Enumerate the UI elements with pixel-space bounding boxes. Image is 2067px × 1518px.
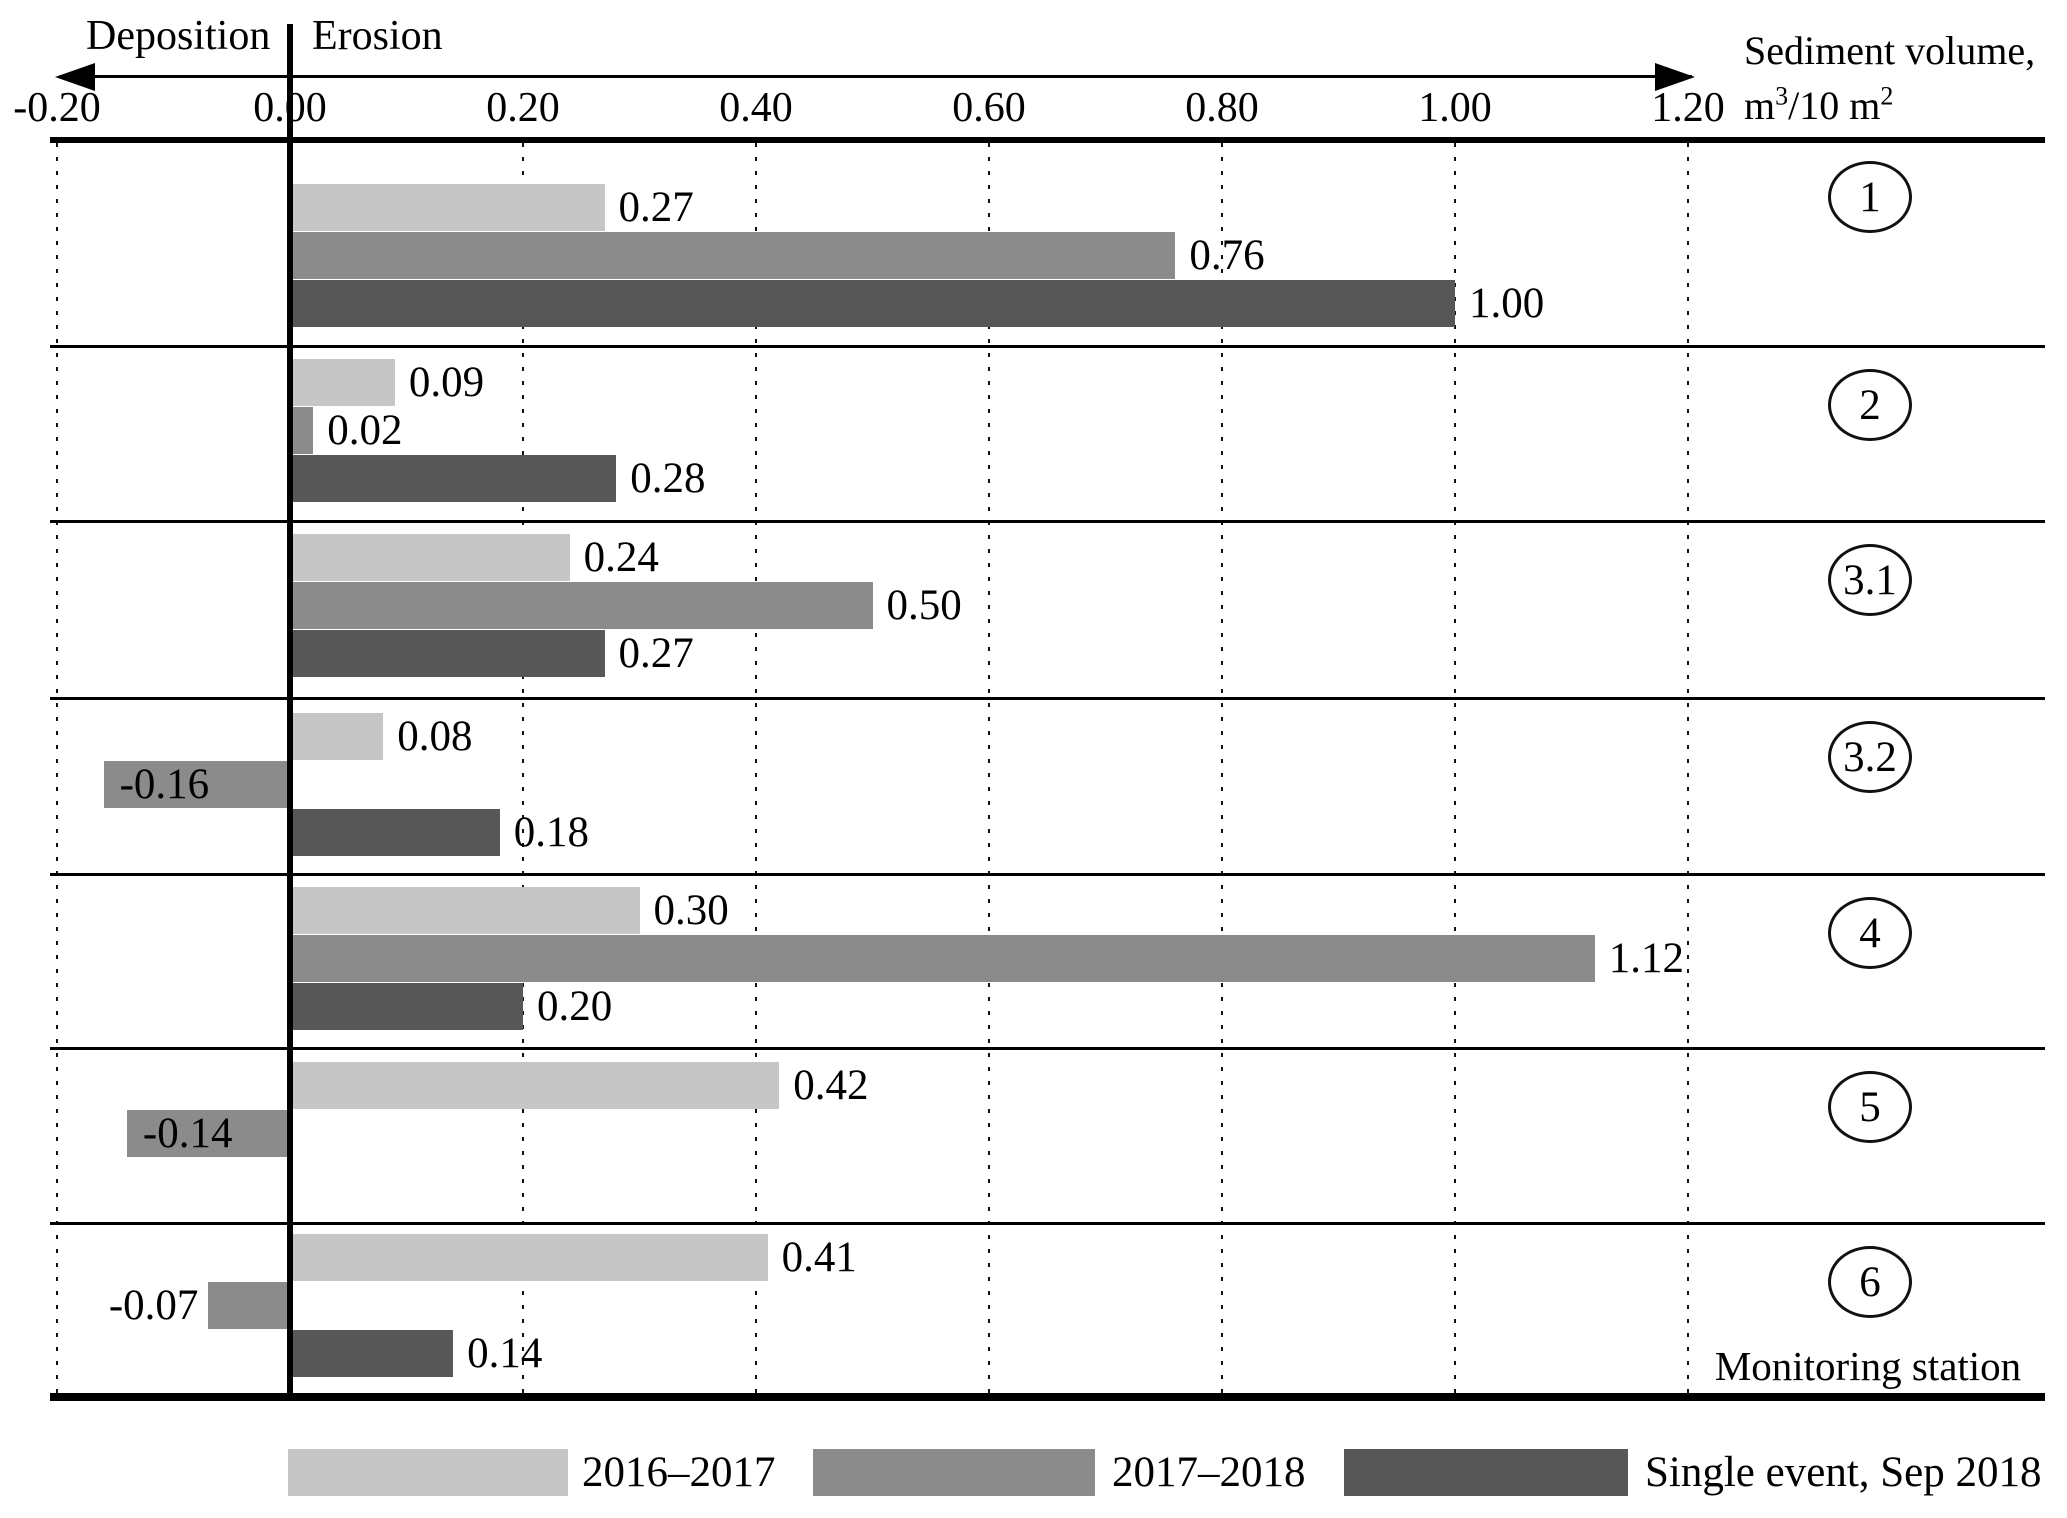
monitoring-station-label: Monitoring station: [1714, 1343, 2022, 1389]
bar-station-6-series-1: [208, 1282, 290, 1329]
axis-unit-line1: Sediment volume,: [1744, 28, 2036, 73]
bar-station-1-series-2: [290, 280, 1455, 327]
axis-unit-line2: m3/10 m2: [1744, 82, 1894, 129]
station-separator: [50, 520, 2045, 523]
bar-station-4-series-1: [290, 935, 1595, 982]
legend-label-3: Single event, Sep 2018: [1645, 1449, 2042, 1496]
bar-value-label: 0.27: [618, 630, 694, 677]
plot-bottom-border: [50, 1393, 2045, 1401]
x-tick-label: -0.20: [13, 85, 101, 131]
bar-station-3.1-series-0: [290, 534, 570, 581]
erosion-axis-label: Erosion: [312, 13, 443, 59]
bar-value-label: 1.12: [1608, 935, 1685, 982]
station-circle-3.1: 3.1: [1828, 544, 1912, 616]
gridline-0.8: [1221, 143, 1223, 1393]
station-separator: [50, 1047, 2045, 1050]
bar-value-label: 0.14: [467, 1330, 543, 1377]
arrow-right-icon: [1655, 63, 1695, 91]
legend-label-2: 2017–2018: [1112, 1449, 1306, 1496]
legend-swatch-2017-2018: [813, 1449, 1095, 1496]
bar-value-label: 0.41: [781, 1234, 857, 1281]
bar-station-2-series-0: [290, 359, 395, 406]
bar-value-label: 0.09: [408, 359, 485, 406]
bar-station-6-series-0: [290, 1234, 768, 1281]
gridline--0.2: [56, 143, 58, 1393]
gridline-0.4: [755, 143, 757, 1393]
gridline-0.2: [522, 143, 524, 1393]
bar-station-4-series-2: [290, 983, 523, 1030]
bar-value-label: 0.50: [886, 582, 962, 629]
axis-unit-label: Sediment volume, m3/10 m2: [1744, 28, 2035, 129]
bar-value-label: -0.16: [119, 761, 210, 808]
station-separator: [50, 697, 2045, 700]
bar-value-label: 0.08: [397, 713, 473, 760]
deposition-axis-label: Deposition: [86, 13, 271, 59]
bar-value-label: 0.27: [618, 184, 694, 231]
station-circle-2: 2: [1828, 369, 1912, 441]
bar-station-3.1-series-1: [290, 582, 873, 629]
bar-station-3.1-series-2: [290, 630, 605, 677]
bar-value-label: 0.42: [793, 1062, 869, 1109]
bar-station-3.2-series-2: [290, 809, 500, 856]
legend-swatch-single-event-sep-2018: [1344, 1449, 1628, 1496]
x-tick-label: 0.20: [486, 85, 560, 131]
bar-value-label: 1.00: [1469, 280, 1545, 327]
bar-station-1-series-1: [290, 232, 1176, 279]
station-separator: [50, 345, 2045, 348]
station-separator: [50, 873, 2045, 876]
station-circle-1: 1: [1828, 161, 1912, 233]
bar-value-label: 0.18: [513, 809, 589, 856]
bar-station-6-series-2: [290, 1330, 454, 1377]
zero-axis-line: [287, 24, 293, 1401]
x-axis-line: [60, 75, 1692, 78]
station-separator: [50, 1222, 2045, 1225]
legend-swatch-2016-2017: [288, 1449, 568, 1496]
bar-value-label: 0.24: [583, 534, 659, 581]
bar-value-label: 0.76: [1189, 232, 1265, 279]
bar-station-2-series-2: [290, 455, 617, 502]
plot-top-border: [50, 137, 2045, 143]
x-tick-label: 0.40: [719, 85, 793, 131]
x-tick-label: 1.00: [1418, 85, 1492, 131]
gridline-1: [1454, 143, 1456, 1393]
bar-value-label: -0.07: [108, 1282, 199, 1329]
station-circle-3.2: 3.2: [1828, 721, 1912, 793]
bar-station-5-series-0: [290, 1062, 780, 1109]
x-tick-label: 1.20: [1651, 85, 1725, 131]
x-tick-label: 0.60: [952, 85, 1026, 131]
bar-value-label: 0.02: [327, 407, 403, 454]
bar-value-label: -0.14: [142, 1110, 233, 1157]
legend-label-1: 2016–2017: [582, 1449, 776, 1496]
arrow-left-icon: [55, 63, 95, 91]
bar-station-5-series-1: [126, 1110, 290, 1157]
gridline-1.2: [1687, 143, 1689, 1393]
bar-station-4-series-0: [290, 887, 640, 934]
gridline-0.6: [988, 143, 990, 1393]
x-tick-label: 0.80: [1185, 85, 1259, 131]
station-circle-5: 5: [1828, 1071, 1912, 1143]
bar-station-2-series-1: [290, 407, 314, 454]
bar-value-label: 0.28: [630, 455, 706, 502]
bar-station-1-series-0: [290, 184, 605, 231]
station-circle-6: 6: [1828, 1246, 1912, 1318]
station-circle-4: 4: [1828, 897, 1912, 969]
bar-station-3.2-series-1: [103, 761, 290, 808]
bar-value-label: 0.30: [653, 887, 729, 934]
bar-station-3.2-series-0: [290, 713, 384, 760]
bar-value-label: 0.20: [537, 983, 613, 1030]
